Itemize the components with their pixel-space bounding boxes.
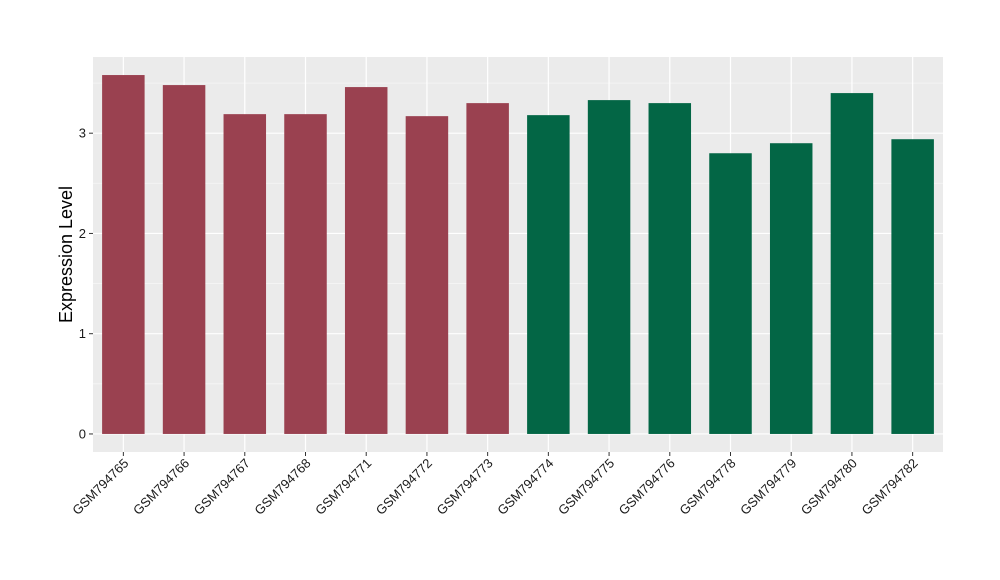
bar bbox=[405, 116, 449, 434]
x-tick-label: GSM794775 bbox=[555, 456, 617, 518]
y-tick-label: 2 bbox=[79, 226, 86, 241]
x-tick-label: GSM794780 bbox=[798, 456, 860, 518]
x-tick-label: GSM794772 bbox=[373, 456, 435, 518]
bar bbox=[830, 93, 874, 434]
x-axis: GSM794765GSM794766GSM794767GSM794768GSM7… bbox=[69, 452, 921, 518]
bar bbox=[527, 115, 570, 434]
x-tick-label: GSM794782 bbox=[859, 456, 921, 518]
x-tick-label: GSM794778 bbox=[676, 456, 738, 518]
x-tick-label: GSM794765 bbox=[69, 456, 131, 518]
bar bbox=[162, 85, 206, 434]
y-tick-label: 0 bbox=[79, 426, 86, 441]
bar bbox=[344, 87, 388, 434]
bar bbox=[223, 114, 267, 434]
bar bbox=[769, 143, 813, 434]
bar bbox=[587, 100, 631, 434]
x-tick-label: GSM794768 bbox=[251, 456, 313, 518]
y-tick-label: 3 bbox=[79, 126, 86, 141]
x-tick-label: GSM794774 bbox=[494, 456, 556, 518]
bars bbox=[102, 75, 934, 434]
bar bbox=[466, 103, 509, 434]
y-axis-title: Expression Level bbox=[56, 186, 76, 323]
x-tick-label: GSM794767 bbox=[191, 456, 253, 518]
x-tick-label: GSM794776 bbox=[616, 456, 678, 518]
bar bbox=[284, 114, 327, 434]
bar bbox=[648, 103, 692, 434]
x-tick-label: GSM794779 bbox=[737, 456, 799, 518]
bar bbox=[891, 139, 934, 434]
plot-panel bbox=[93, 57, 943, 452]
x-tick-label: GSM794766 bbox=[130, 456, 192, 518]
y-axis: 0 1 2 3 bbox=[79, 126, 93, 441]
x-tick-label: GSM794773 bbox=[434, 456, 496, 518]
y-tick-label: 1 bbox=[79, 326, 86, 341]
bar bbox=[709, 153, 752, 434]
bar bbox=[102, 75, 145, 434]
x-tick-label: GSM794771 bbox=[312, 456, 374, 518]
